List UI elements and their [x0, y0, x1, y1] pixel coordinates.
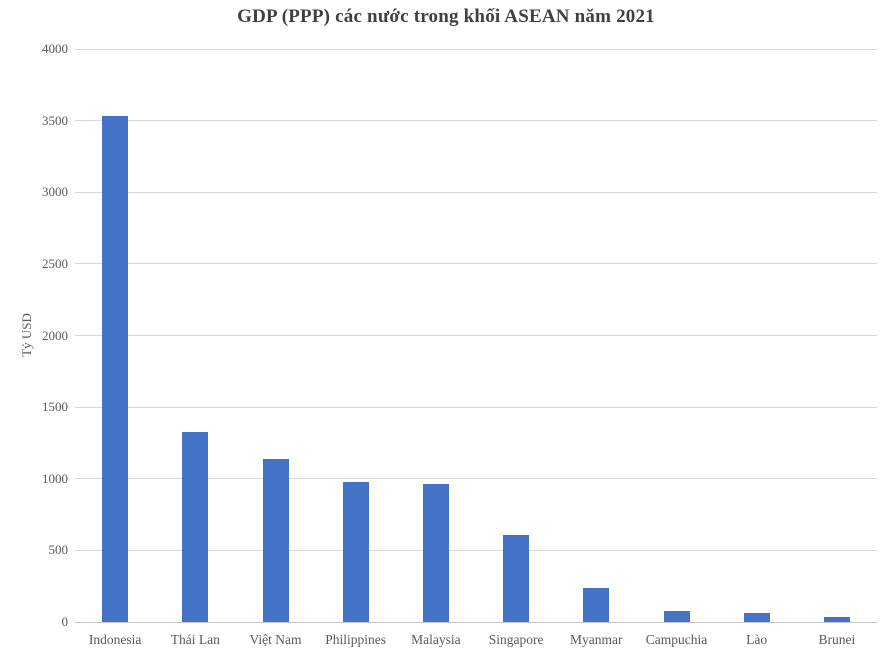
y-tick-label: 2500	[42, 255, 68, 271]
x-category-label: Việt Nam	[249, 632, 302, 647]
y-tick-label: 3500	[42, 112, 68, 128]
x-category-label: Indonesia	[88, 632, 142, 647]
x-category-label: Brunei	[818, 632, 856, 647]
y-tick-label: 1000	[42, 470, 68, 486]
bar-indonesia	[102, 116, 129, 622]
x-category-label: Philippines	[325, 632, 387, 647]
x-category-label: Myanmar	[570, 632, 623, 647]
bar-campuchia	[663, 610, 690, 622]
x-category-label: Singapore	[488, 632, 544, 647]
gridline	[75, 263, 877, 265]
bar-thái-lan	[182, 432, 209, 622]
y-tick-label: 2000	[42, 327, 68, 343]
gridline	[75, 191, 877, 193]
bar-malaysia	[422, 483, 449, 622]
chart-title: GDP (PPP) các nước trong khối ASEAN năm …	[237, 6, 655, 27]
y-tick-label: 1500	[42, 399, 68, 415]
x-axis-line	[75, 621, 877, 623]
x-category-label: Lào	[746, 632, 768, 647]
gridline	[75, 120, 877, 122]
x-category-label: Malaysia	[411, 632, 461, 647]
bar-philippines	[342, 481, 369, 622]
gridline	[75, 549, 877, 551]
y-tick-label: 4000	[42, 41, 68, 56]
bar-brunei	[823, 616, 850, 622]
bar-myanmar	[583, 588, 610, 622]
bar-singapore	[503, 534, 530, 622]
x-category-label: Campuchia	[645, 632, 708, 647]
gridline	[75, 478, 877, 480]
x-category-label: Thái Lan	[170, 632, 220, 647]
bar-việt-nam	[262, 459, 289, 622]
bar-lào	[743, 613, 770, 622]
y-tick-label: 0	[61, 614, 69, 629]
gridline	[75, 48, 877, 50]
gridline	[75, 406, 877, 408]
y-tick-label: 500	[48, 542, 69, 558]
y-tick-label: 3000	[42, 184, 68, 200]
gridline	[75, 335, 877, 336]
